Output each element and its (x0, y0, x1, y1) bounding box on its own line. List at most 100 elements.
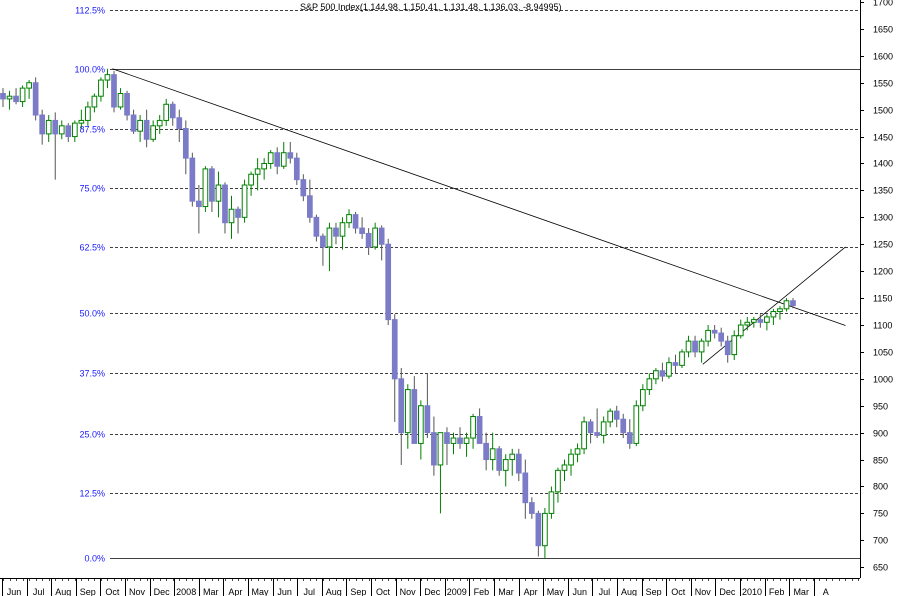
candle-body (111, 74, 117, 108)
candle-body (437, 432, 444, 466)
y-tick-label: 800 (873, 482, 888, 492)
candle (248, 171, 254, 196)
candle (189, 152, 196, 207)
candle (783, 298, 790, 312)
candle-body (385, 243, 392, 321)
candle (346, 209, 352, 229)
candle (502, 454, 509, 487)
y-tick-label: 1450 (873, 133, 893, 143)
candle (613, 405, 620, 428)
candle (672, 354, 679, 374)
candle (111, 70, 117, 113)
x-tick-label: Apr (524, 587, 538, 596)
candle-body (124, 93, 130, 116)
candle-body (365, 232, 372, 248)
candle (124, 90, 130, 121)
candle-body (222, 184, 228, 224)
candle-body (522, 472, 529, 504)
candle-body (287, 152, 294, 159)
candle (450, 432, 457, 455)
candle-body (235, 208, 241, 218)
candle-body (411, 389, 418, 444)
candle (457, 427, 463, 449)
x-tick-label: Dec (719, 587, 736, 596)
candle (385, 238, 392, 325)
y-tick-label: 1000 (873, 375, 893, 385)
candle-body (52, 119, 59, 135)
y-tick-label: 900 (873, 429, 888, 439)
candle-body (78, 119, 85, 124)
trendline (112, 68, 846, 326)
candle-body (666, 362, 672, 377)
candle-body (91, 95, 98, 108)
candle (659, 362, 666, 382)
fib-label: 100.0% (74, 65, 105, 75)
candle-body (333, 227, 339, 237)
candle (757, 314, 764, 328)
candle-body (418, 405, 424, 444)
candle (548, 486, 555, 519)
candle (326, 222, 333, 272)
candle-body (0, 93, 6, 100)
candle-body (32, 82, 39, 116)
y-tick-label: 750 (873, 509, 888, 519)
candle (365, 228, 372, 256)
candle-body (182, 128, 189, 159)
candle (600, 416, 607, 444)
candle-body (404, 389, 411, 434)
candle-body (104, 74, 111, 81)
candle (98, 77, 104, 102)
x-tick-label: Jun (7, 587, 22, 596)
fib-label: 25.0% (79, 430, 105, 440)
candle (620, 413, 627, 439)
candle (254, 158, 261, 191)
candle-body (711, 329, 718, 334)
candle-body (685, 340, 692, 353)
candle (287, 141, 294, 164)
candle (182, 120, 189, 175)
candle-body (313, 216, 320, 237)
candle (718, 327, 725, 347)
candle (163, 98, 170, 126)
candle (156, 115, 163, 134)
y-axis: 650 700 750 800 850 900 950 1000 1050 1100 1150 120… (860, 0, 893, 578)
candle-body (542, 512, 548, 547)
candle-body (731, 335, 738, 356)
fib-label: 50.0% (79, 309, 105, 319)
candle-body (659, 370, 666, 377)
candle (509, 448, 516, 476)
candle (137, 115, 143, 142)
x-tick-label: 2008 (176, 587, 196, 596)
candle (130, 109, 137, 134)
candle-body (6, 95, 13, 100)
y-tick-label: 1600 (873, 52, 893, 62)
fib-label: 75.0% (79, 184, 105, 194)
x-tick-label: Aug (55, 587, 71, 596)
candle (496, 446, 503, 476)
candle (39, 109, 46, 145)
x-tick-label: May (251, 587, 269, 596)
candle-body (156, 119, 163, 127)
chart-title: S&P 500 Index(1,144.98, 1,150.41, 1,131.… (300, 2, 562, 12)
candle-body (254, 168, 261, 175)
candle (78, 109, 85, 129)
candle (476, 408, 483, 444)
candle (607, 408, 614, 428)
y-tick-label: 1250 (873, 240, 893, 250)
candle (764, 314, 770, 331)
candle-body (750, 319, 757, 323)
y-tick-label: 700 (873, 536, 888, 546)
candle (215, 171, 222, 218)
candle (679, 349, 685, 369)
candle-body (502, 459, 509, 471)
candle (561, 459, 568, 482)
candle (437, 432, 444, 514)
candle (280, 141, 287, 169)
candle-body (633, 405, 640, 444)
candle (320, 233, 326, 266)
candle (528, 497, 535, 519)
candle (307, 179, 313, 223)
x-tick-label: 2009 (447, 587, 467, 596)
candle (568, 448, 574, 476)
